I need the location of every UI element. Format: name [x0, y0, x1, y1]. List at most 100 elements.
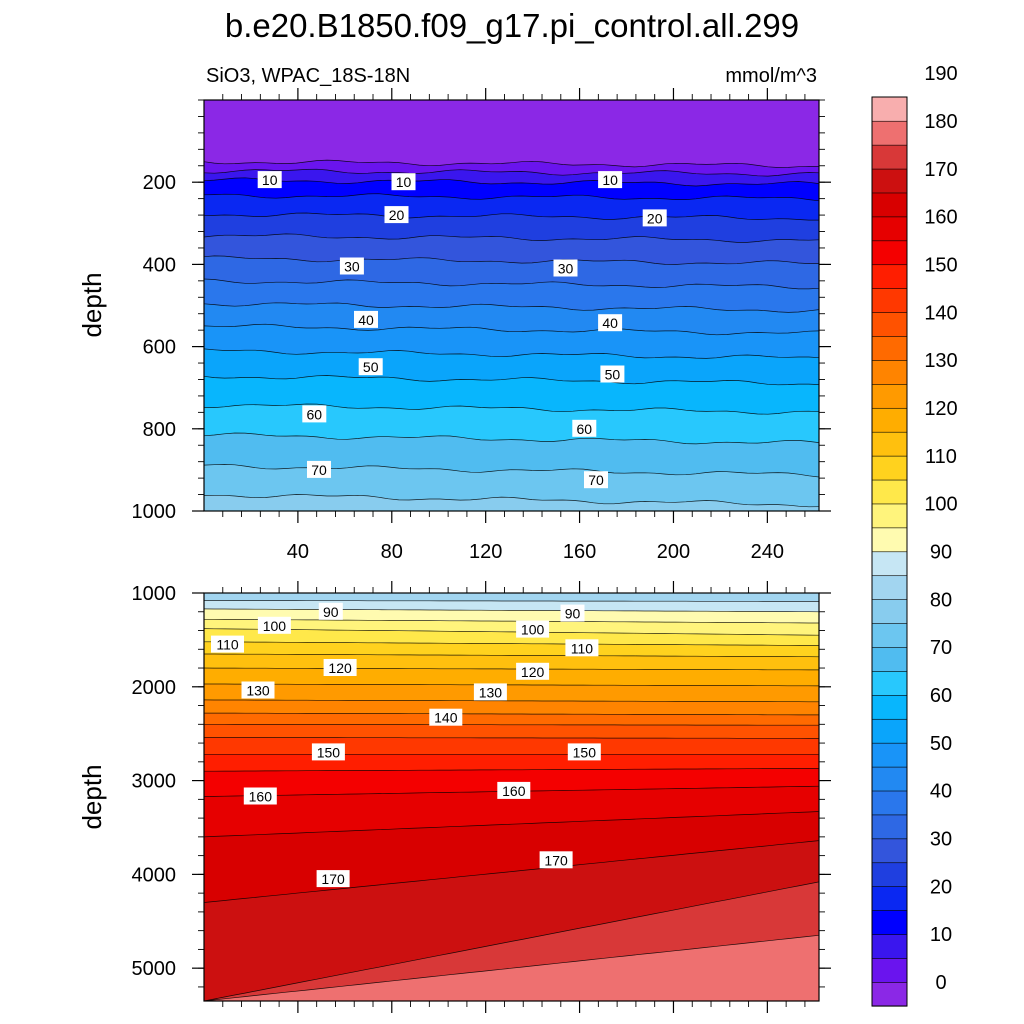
colorbar-label: 100	[924, 494, 957, 516]
contour-label-text: 100	[263, 618, 287, 634]
colorbar-swatch	[871, 886, 908, 911]
contour-label: 140	[429, 708, 463, 726]
colorbar-swatch	[871, 910, 908, 935]
contour-label-text: 110	[216, 637, 239, 653]
contour-line	[204, 600, 819, 602]
contour-line	[204, 348, 819, 359]
contour-label-text: 100	[521, 622, 545, 638]
contour-label: 10	[598, 171, 623, 189]
colorbar-swatch	[871, 599, 908, 624]
contour-line	[204, 618, 819, 624]
contour-label: 40	[354, 310, 378, 328]
contour-label: 50	[358, 358, 383, 376]
lower-panel: 90 90 100 100 110 110 120 120 130 130 140 150 150 160…	[77, 581, 831, 1013]
colorbar-swatch	[871, 168, 908, 194]
colorbar-swatch	[871, 527, 908, 553]
contour-line	[204, 628, 819, 636]
contour-line	[204, 432, 819, 445]
contour-line	[204, 302, 819, 313]
contour-line	[204, 494, 819, 508]
y-tick-label: 4000	[132, 864, 177, 886]
x-tick-label: 160	[563, 541, 596, 563]
contour-line	[204, 683, 819, 687]
contour-line	[204, 934, 819, 1001]
contour-band	[204, 935, 819, 1001]
colorbar-swatch	[871, 359, 908, 385]
contour-label: 130	[473, 683, 507, 701]
x-tick-label: 240	[751, 541, 784, 563]
contour-line	[204, 375, 819, 386]
colorbar-label: 120	[924, 398, 957, 420]
colorbar-swatch	[871, 981, 908, 1007]
colorbar-swatch	[871, 718, 908, 744]
colorbar-swatch	[871, 694, 908, 720]
colorbar-label: 110	[925, 446, 957, 468]
contour-label: 50	[600, 365, 625, 383]
colorbar-swatch	[871, 790, 908, 816]
contour-line	[204, 712, 819, 716]
colorbar-label: 40	[930, 781, 952, 803]
contour-label: 170	[539, 851, 573, 869]
contour-line	[204, 641, 819, 646]
contour-label-text: 10	[262, 172, 278, 188]
contour-label-text: 140	[434, 710, 458, 726]
contour-line	[204, 811, 819, 838]
contour-label: 160	[243, 787, 277, 805]
chart-subtitle-left: SiO3, WPAC_18S-18N	[206, 65, 410, 87]
colorbar-swatch	[871, 288, 908, 313]
upper-panel: 10 10 10 20 20 30 30 40 40 50 50 60 60 70 70 200 400 600…	[77, 88, 831, 563]
contour-label-text: 30	[344, 259, 360, 275]
contour-label: 20	[642, 209, 667, 227]
colorbar-label: 90	[930, 542, 952, 564]
colorbar-label: 190	[924, 63, 957, 85]
colorbar-label: 80	[930, 589, 952, 611]
contour-line	[204, 159, 819, 168]
colorbar-swatch	[871, 766, 908, 792]
y-tick-label: 400	[143, 254, 176, 276]
contour-label-text: 70	[311, 462, 327, 478]
colorbar-label: 160	[924, 207, 957, 229]
colorbar-label: 0	[935, 972, 946, 994]
contour-line	[204, 233, 819, 243]
contour-label-text: 40	[358, 312, 374, 328]
contour-label-text: 50	[363, 359, 379, 375]
contour-line	[204, 464, 819, 478]
contour-label: 40	[598, 314, 623, 332]
lower-y-axis-title: depth	[77, 764, 107, 829]
colorbar-swatch	[871, 120, 908, 146]
y-tick-label: 2000	[132, 677, 177, 699]
colorbar-swatch	[871, 646, 908, 672]
contour-line	[204, 177, 819, 187]
colorbar-swatch	[871, 240, 908, 266]
contour-label: 30	[339, 257, 364, 275]
colorbar-swatch	[871, 670, 908, 696]
colorbar-swatch	[871, 311, 908, 337]
contour-label-text: 160	[502, 783, 526, 799]
contour-label: 130	[241, 681, 275, 699]
colorbar-label: 150	[924, 254, 957, 276]
contour-line	[204, 737, 819, 739]
contour-label: 20	[384, 206, 409, 224]
colorbar-swatch	[871, 335, 908, 361]
x-tick-label: 200	[657, 541, 690, 563]
colorbar-swatch	[871, 575, 908, 600]
colorbar-swatch	[871, 479, 908, 505]
contour-label: 170	[316, 870, 350, 888]
contour-label-text: 130	[479, 684, 503, 700]
contour-label-text: 170	[544, 852, 568, 868]
contour-label-text: 90	[565, 606, 581, 622]
contour-label: 90	[318, 602, 343, 620]
contour-label: 70	[307, 460, 331, 478]
contour-label: 90	[560, 604, 585, 622]
contour-label-text: 130	[246, 683, 270, 699]
contour-label: 110	[565, 639, 599, 657]
y-tick-label: 200	[143, 172, 176, 194]
contour-label-text: 50	[605, 367, 621, 383]
x-tick-label: 80	[381, 541, 403, 563]
y-tick-label: 1000	[132, 501, 177, 523]
contour-label: 60	[572, 419, 597, 437]
contour-line	[204, 881, 819, 1001]
colorbar-swatch	[871, 551, 908, 577]
contour-label-text: 150	[317, 744, 341, 760]
contour-line	[204, 699, 819, 703]
